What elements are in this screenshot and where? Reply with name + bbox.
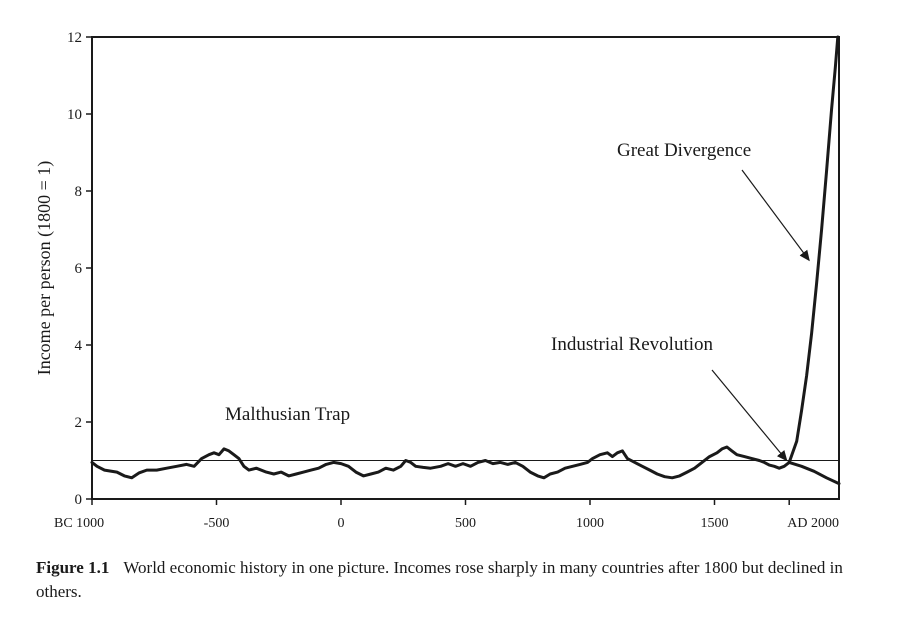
y-tick-label: 10 xyxy=(67,107,82,123)
annotation-label: Malthusian Trap xyxy=(225,404,350,425)
plot-frame xyxy=(91,36,840,500)
x-tick-label: 500 xyxy=(455,516,476,531)
y-tick-label: 4 xyxy=(75,338,83,354)
caption-label: Figure 1.1 xyxy=(36,558,110,577)
x-tick-label: 1500 xyxy=(701,516,729,531)
caption-text: World economic history in one picture. I… xyxy=(36,558,843,601)
chart: 0 2 4 6 8 10 12 BC 1000 -500 0 500 1000 1500 AD 2000… xyxy=(34,30,841,531)
annotation-label: Industrial Revolution xyxy=(551,334,714,355)
annotation-arrow xyxy=(711,369,788,462)
y-axis-label: Income per person (1800 = 1) xyxy=(34,161,55,376)
x-tick-label: BC 1000 xyxy=(54,516,104,531)
y-tick-label: 6 xyxy=(75,261,83,277)
x-tick-label: -500 xyxy=(204,516,230,531)
y-tick-label: 12 xyxy=(67,30,82,46)
y-tick-label: 8 xyxy=(75,184,83,200)
x-tick-label: 1000 xyxy=(576,516,604,531)
series-line-3 xyxy=(787,460,841,486)
y-tick-label: 0 xyxy=(75,492,83,508)
y-tick-label: 2 xyxy=(75,415,83,431)
annotation-label: Great Divergence xyxy=(617,140,751,161)
series-line-1 xyxy=(90,445,791,480)
series-line-2 xyxy=(787,35,840,464)
x-tick-label: AD 2000 xyxy=(787,516,839,531)
figure-caption: Figure 1.1 World economic history in one … xyxy=(36,556,866,604)
x-tick-label: 0 xyxy=(338,516,345,531)
annotation-arrow xyxy=(741,169,810,262)
